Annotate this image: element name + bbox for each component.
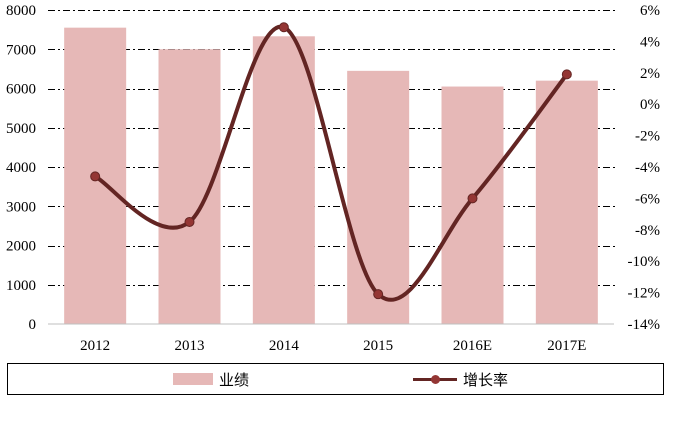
x-tick-label: 2015 xyxy=(363,338,393,354)
growth-markers xyxy=(90,22,572,300)
x-tick-label: 2017E xyxy=(547,338,586,354)
marker-2017E xyxy=(561,69,572,80)
marker-2012 xyxy=(90,171,101,182)
legend-item-bar: 业绩 xyxy=(173,364,249,394)
x-tick-label: 2012 xyxy=(80,338,110,354)
y-left-tick-label: 4000 xyxy=(6,160,36,176)
gridlines xyxy=(48,10,618,286)
y-left-tick-label: 0 xyxy=(29,317,37,333)
legend-item-line: 增长率 xyxy=(413,364,508,394)
y-right-tick-label: -10% xyxy=(628,254,661,270)
marker-2015 xyxy=(373,289,384,300)
y-right-tick-label: -4% xyxy=(635,160,660,176)
y-left-tick-label: 5000 xyxy=(6,121,36,137)
legend-line-label: 增长率 xyxy=(463,370,509,389)
y-right-tick-label: -14% xyxy=(628,317,661,333)
y-left-tick-label: 3000 xyxy=(6,199,36,215)
y-left-tick-label: 2000 xyxy=(6,239,36,255)
bar-2014 xyxy=(252,36,315,325)
marker-2016E xyxy=(467,193,478,204)
y-left-tick-label: 7000 xyxy=(6,42,36,58)
x-tick-label: 2016E xyxy=(453,338,492,354)
bars xyxy=(64,27,598,325)
marker-2014 xyxy=(278,22,289,33)
y-left-tick-label: 6000 xyxy=(6,82,36,98)
y-right-tick-label: 4% xyxy=(640,34,660,50)
x-tick-labels: 2012 2013 2014 2015 2016E 2017E xyxy=(80,338,586,354)
x-tick-label: 2014 xyxy=(269,338,300,354)
legend-bar-label: 业绩 xyxy=(219,370,250,389)
y-right-tick-label: -12% xyxy=(628,286,661,302)
bar-2016E xyxy=(441,86,504,324)
legend: 业绩 增长率 xyxy=(7,363,664,395)
bar-2017E xyxy=(535,80,598,325)
y-right-tick-label: 6% xyxy=(640,3,660,19)
y-left-tick-labels: 0 1000 2000 3000 4000 5000 6000 7000 8000 xyxy=(6,3,36,333)
y-left-tick-label: 1000 xyxy=(6,278,36,294)
y-right-tick-label: 0% xyxy=(640,97,660,113)
x-tick-label: 2013 xyxy=(175,338,205,354)
bar-2015 xyxy=(347,70,410,325)
y-right-tick-label: -8% xyxy=(635,223,660,239)
marker-2013 xyxy=(184,216,195,227)
y-right-tick-label: 2% xyxy=(640,66,660,82)
y-right-tick-label: -6% xyxy=(635,191,660,207)
y-right-tick-labels: -14% -12% -10% -8% -6% -4% -2% 0% 2% 4% 6% xyxy=(628,3,661,333)
y-right-tick-label: -2% xyxy=(635,129,660,145)
legend-bar-swatch xyxy=(173,373,213,385)
legend-line-swatch xyxy=(413,372,457,386)
y-left-tick-label: 8000 xyxy=(6,3,36,19)
